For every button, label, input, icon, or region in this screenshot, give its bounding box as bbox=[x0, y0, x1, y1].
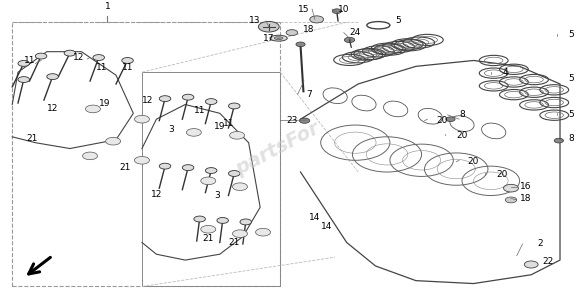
Text: 14: 14 bbox=[321, 222, 332, 231]
Ellipse shape bbox=[275, 37, 283, 40]
Text: 11: 11 bbox=[194, 106, 205, 115]
Circle shape bbox=[524, 261, 538, 268]
Circle shape bbox=[18, 60, 29, 66]
Text: 8: 8 bbox=[569, 134, 575, 143]
Text: 2: 2 bbox=[537, 239, 543, 248]
Circle shape bbox=[83, 152, 98, 160]
Text: 20: 20 bbox=[436, 116, 447, 125]
Circle shape bbox=[194, 216, 205, 222]
Ellipse shape bbox=[270, 35, 287, 41]
Circle shape bbox=[201, 226, 216, 233]
Text: 24: 24 bbox=[350, 28, 361, 37]
Text: 15: 15 bbox=[298, 5, 309, 14]
Text: 11: 11 bbox=[24, 56, 35, 65]
Text: 20: 20 bbox=[497, 170, 508, 179]
Circle shape bbox=[35, 53, 47, 59]
Circle shape bbox=[217, 218, 228, 223]
Text: 3: 3 bbox=[168, 125, 173, 134]
Circle shape bbox=[182, 94, 194, 100]
Text: 21: 21 bbox=[228, 238, 240, 247]
Text: 16: 16 bbox=[520, 182, 531, 191]
Text: 12: 12 bbox=[151, 189, 162, 199]
Text: 12: 12 bbox=[47, 104, 58, 113]
Circle shape bbox=[93, 54, 105, 60]
Circle shape bbox=[299, 118, 310, 123]
Text: 5: 5 bbox=[569, 110, 575, 119]
Text: 22: 22 bbox=[543, 257, 554, 266]
Circle shape bbox=[296, 42, 305, 47]
Text: 5: 5 bbox=[569, 74, 575, 83]
Circle shape bbox=[201, 177, 216, 185]
Circle shape bbox=[64, 50, 76, 56]
Circle shape bbox=[182, 165, 194, 170]
Circle shape bbox=[255, 229, 271, 236]
Circle shape bbox=[232, 183, 247, 191]
Text: 10: 10 bbox=[338, 5, 350, 14]
Circle shape bbox=[86, 105, 101, 113]
Text: 18: 18 bbox=[520, 194, 531, 203]
Text: 12: 12 bbox=[73, 53, 84, 62]
Circle shape bbox=[160, 96, 171, 102]
Text: 23: 23 bbox=[286, 116, 298, 125]
Text: partsFor: partsFor bbox=[232, 118, 323, 179]
Text: 21: 21 bbox=[202, 234, 214, 242]
Text: 5: 5 bbox=[396, 16, 402, 25]
Text: 21: 21 bbox=[119, 163, 131, 172]
Circle shape bbox=[205, 99, 217, 104]
Circle shape bbox=[205, 168, 217, 173]
Circle shape bbox=[135, 157, 150, 164]
Circle shape bbox=[106, 137, 121, 145]
Circle shape bbox=[228, 170, 240, 176]
Circle shape bbox=[122, 57, 134, 63]
Text: 20: 20 bbox=[468, 157, 479, 166]
Text: 17: 17 bbox=[263, 34, 275, 43]
Text: 7: 7 bbox=[306, 90, 312, 99]
Circle shape bbox=[310, 16, 324, 23]
Circle shape bbox=[228, 103, 240, 109]
Text: 1: 1 bbox=[105, 2, 110, 11]
Text: 13: 13 bbox=[249, 16, 260, 25]
Text: 3: 3 bbox=[214, 191, 220, 200]
Text: 21: 21 bbox=[27, 134, 38, 143]
Text: 11: 11 bbox=[223, 119, 234, 128]
Text: 12: 12 bbox=[142, 96, 153, 104]
Circle shape bbox=[47, 74, 58, 80]
Text: 14: 14 bbox=[309, 213, 321, 222]
Circle shape bbox=[18, 77, 29, 83]
Circle shape bbox=[344, 37, 355, 43]
Circle shape bbox=[258, 21, 279, 32]
Circle shape bbox=[232, 230, 247, 237]
Text: 19: 19 bbox=[99, 99, 110, 107]
Text: 5: 5 bbox=[569, 30, 575, 38]
Circle shape bbox=[135, 115, 150, 123]
Circle shape bbox=[286, 30, 298, 36]
Text: 8: 8 bbox=[459, 110, 465, 119]
Circle shape bbox=[503, 184, 518, 192]
Circle shape bbox=[229, 131, 244, 139]
Circle shape bbox=[186, 128, 201, 136]
Circle shape bbox=[446, 117, 455, 122]
Circle shape bbox=[505, 197, 517, 203]
Text: 11: 11 bbox=[96, 63, 108, 72]
Text: 19: 19 bbox=[214, 122, 225, 131]
Text: 20: 20 bbox=[456, 131, 468, 140]
Circle shape bbox=[160, 163, 171, 169]
Circle shape bbox=[332, 9, 342, 14]
Text: 18: 18 bbox=[303, 25, 315, 34]
Circle shape bbox=[240, 219, 251, 225]
Circle shape bbox=[554, 138, 564, 143]
Text: 4: 4 bbox=[502, 68, 508, 77]
Text: 11: 11 bbox=[122, 63, 134, 72]
